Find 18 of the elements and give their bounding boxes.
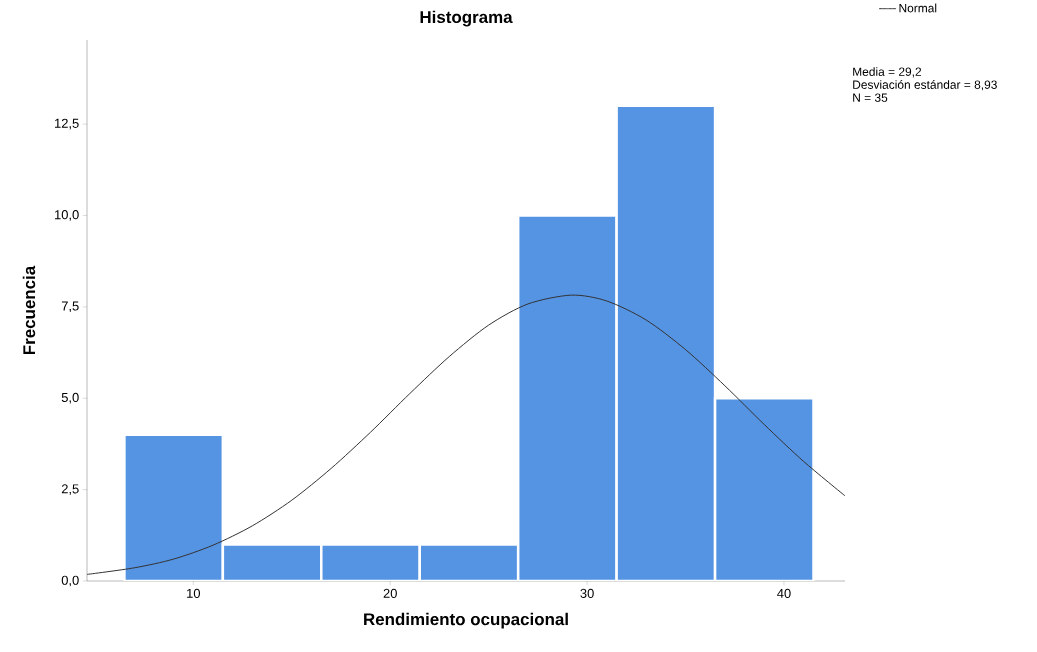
y-tick-label: 10,0 [55, 210, 79, 221]
text: N = 35 [853, 93, 888, 102]
x-tick-label: 20 [383, 588, 397, 598]
text: Media = 29,2 [853, 67, 922, 78]
line-series [87, 294, 846, 575]
y-tick-label: 7,5 [61, 301, 79, 313]
chart-title: Histograma [420, 10, 513, 27]
x-tick-label: 40 [777, 588, 791, 598]
y-tick-label: 2,5 [61, 484, 79, 495]
legend-label: Normal [899, 3, 937, 13]
y-tick-label: 0,0 [61, 575, 79, 587]
x-axis-title: Rendimiento ocupacional [364, 612, 568, 629]
y-tick-label: 12,5 [55, 118, 79, 130]
y-axis-title: Frecuencia [22, 265, 36, 355]
x-tick-label: 10 [187, 588, 201, 598]
x-tick-label: 30 [580, 588, 594, 598]
text: Desviación estándar = 8,93 [853, 80, 997, 91]
y-tick-label: 5,0 [61, 392, 79, 404]
